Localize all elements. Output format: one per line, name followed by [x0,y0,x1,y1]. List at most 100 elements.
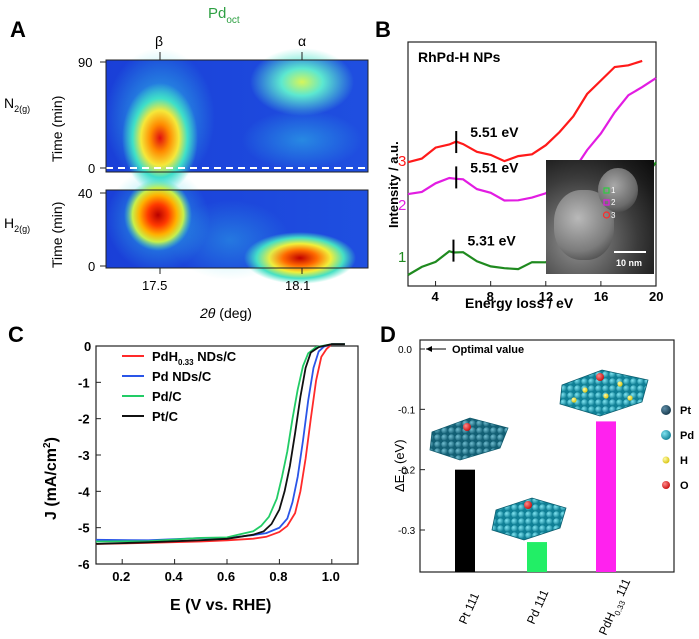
heatmap-n2-frame [105,59,369,173]
legend-label: Pt/C [152,409,179,424]
heatmap-h2 [106,168,368,284]
tick-label: 12 [539,289,553,304]
lsv-series-0 [95,343,345,545]
panel-a-xlabel: 2θ (deg) [199,305,252,321]
bar-2 [596,421,616,572]
tick-label: -6 [78,557,90,572]
tick-label: -5 [78,521,90,536]
tick-label: 90 [78,55,92,70]
panel-d-ylabel: ΔEO (eV) [392,439,410,492]
inset-marker-2 [603,199,610,206]
legend-atom-o [662,481,670,489]
optimal-value-label: Optimal value [452,344,524,356]
legend-atom-pt [661,405,671,415]
tick-label: 0 [88,259,95,274]
bar-group [455,421,616,572]
tick-label: -2 [78,412,90,427]
panel-b-label: B [375,17,391,42]
inset-marker-label: 1 [611,186,616,195]
peak-beta: β [155,33,163,49]
lsv-series-1 [95,343,345,542]
inset-marker-3 [602,211,611,219]
tick-label: -0.2 [398,466,416,477]
tick-label: -4 [78,484,90,499]
series-number-label: 1 [398,249,406,266]
legend-atom-label: Pd [680,430,694,442]
tick-label: 0 [88,161,95,176]
panel-a-label: A [10,17,26,42]
legend-atom-label: H [680,455,688,467]
bar-ticks-group: 0.0 -0.1 -0.2 -0.3 [398,345,425,537]
o-atom [524,501,532,509]
panel-c-label: C [8,322,24,347]
legend-label: Pd NDs/C [152,369,212,384]
tick-label: 0.4 [165,569,184,584]
bar-label-pdh: PdH0.33 111 [596,576,636,638]
tick-label: 0.6 [217,569,235,584]
ylabel-bottom: Time (min) [49,202,65,268]
arrow-icon [426,346,432,352]
eels-series-3 [407,59,643,164]
lsv-ticks-group: 0.2 0.4 0.6 0.8 1.0 0 -1 -2 -3 -4 -5 -6 [78,339,340,584]
atom-legend: Pt Pd H O [661,405,694,492]
tick-label: 40 [78,186,92,201]
o-atom [463,423,471,431]
inset-marker-label: 3 [611,211,616,220]
legend-label: Pd/C [152,389,182,404]
tick-label: 0.0 [398,345,412,356]
panel-d-frame [419,339,675,573]
o-atom [596,373,604,381]
series-number-label: 3 [398,153,406,170]
eels-ticks-group: 4 8 12 16 20 [432,281,663,304]
panel-d-label: D [380,322,396,347]
tick-label: 17.5 [142,278,167,293]
slab-model-pd [491,497,567,541]
peak-energy-label: 5.51 eV [470,124,519,140]
tick-label: -0.3 [398,526,416,537]
panel-b-title: RhPd-H NPs [418,49,501,65]
panel-c-ylabel: J (mA/cm2) [42,437,60,520]
tick-label: 0 [84,339,91,354]
tick-label: 18.1 [285,278,310,293]
tick-label: 0.8 [269,569,287,584]
peak-energy-label: 5.51 eV [470,159,519,175]
inset-marker-1 [603,187,610,194]
legend-atom-h [662,456,670,464]
tick-label: -3 [78,448,90,463]
legend-atom-label: O [680,480,689,492]
lsv-series-3 [95,343,345,545]
lsv-legend: PdH0.33 NDs/C Pd NDs/C Pd/C Pt/C [122,349,237,424]
series-number-label: 2 [398,197,406,214]
tick-label: 4 [432,289,440,304]
tick-label: -0.1 [398,405,416,416]
scale-bar-label: 10 nm [616,258,642,268]
bar-label-pt: Pt 111 [456,590,482,626]
legend-label: PdH0.33 NDs/C [152,349,237,367]
peak-alpha: α [298,33,306,49]
panel-c-xlabel: E (V vs. RHE) [170,597,271,614]
peak-energy-label: 5.31 eV [467,233,516,249]
bar-label-pd: Pd 111 [524,587,552,626]
heatmap-h2-frame [105,189,369,269]
bar-1 [527,542,547,572]
ylabel-top: Time (min) [49,96,65,162]
tick-label: 16 [594,289,608,304]
gas-label-n2: N2(g) [4,95,30,114]
slab-model-pdh [559,369,649,417]
tick-label: 1.0 [322,569,340,584]
tick-label: 0.2 [112,569,130,584]
panel-a-header: Pdoct [208,5,240,26]
tick-label: 8 [487,289,494,304]
gas-label-h2: H2(g) [4,215,30,234]
slab-model-pt [429,417,509,461]
tick-label: 20 [649,289,663,304]
inset-marker-label: 2 [611,198,616,207]
lsv-series-2 [95,343,345,543]
legend-atom-label: Pt [680,405,691,417]
bar-0 [455,469,475,572]
panel-c-frame [95,345,359,565]
panel-b-ylabel: Intensity / a.u. [386,141,401,228]
